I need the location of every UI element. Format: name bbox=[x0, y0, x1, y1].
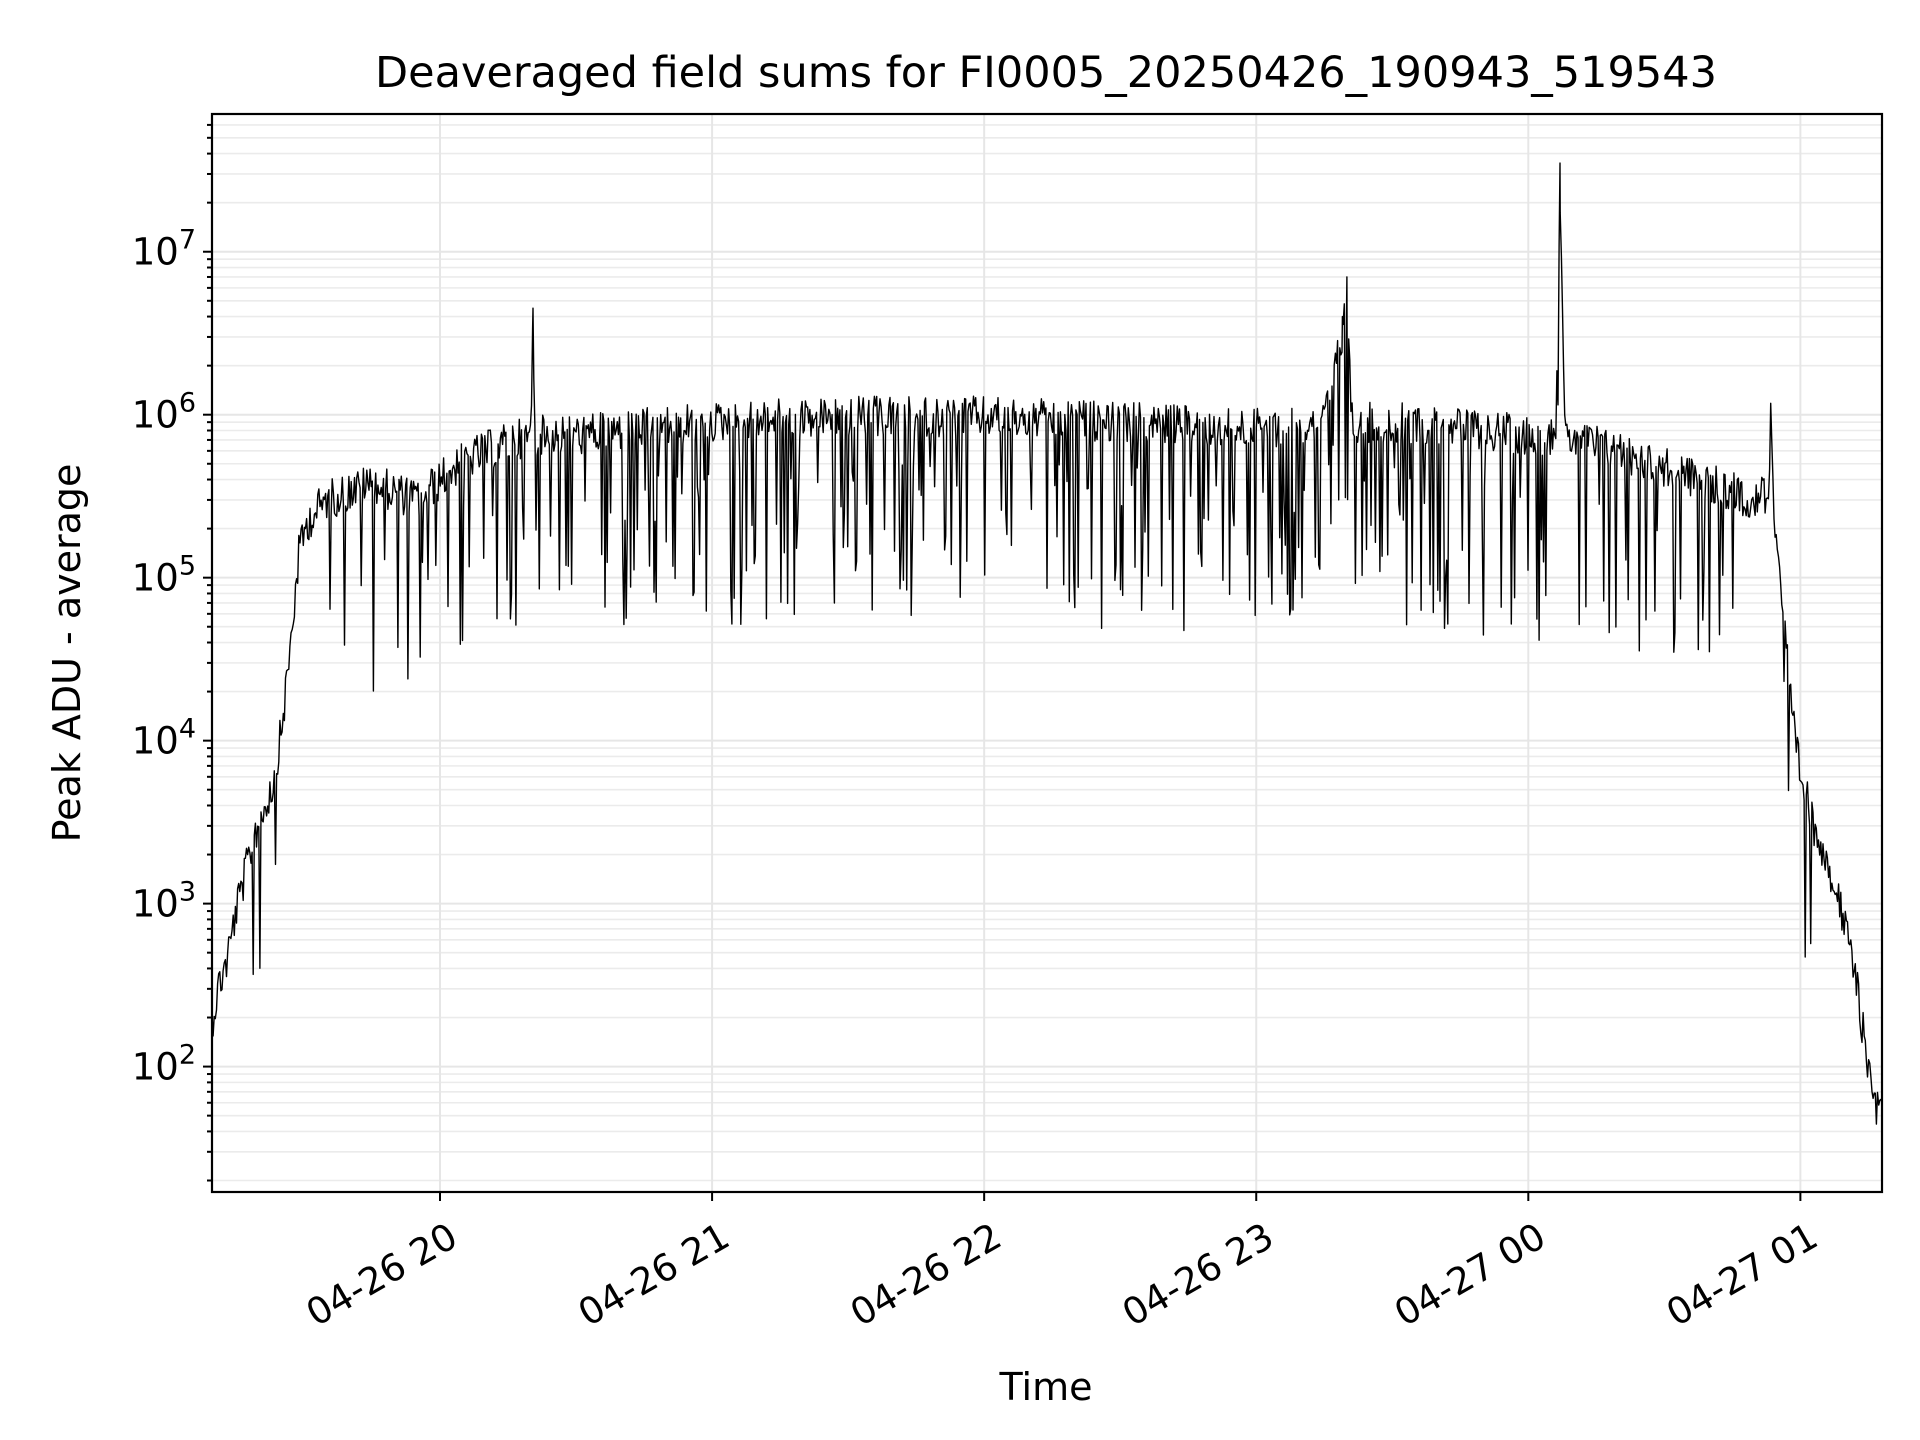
y-tick-label: 102 bbox=[132, 1040, 196, 1089]
x-tick-label: 04-26 20 bbox=[299, 1215, 465, 1335]
chart-title: Deaveraged field sums for FI0005_2025042… bbox=[375, 48, 1717, 98]
x-tick-label: 04-26 22 bbox=[843, 1215, 1009, 1335]
y-axis-label: Peak ADU - average bbox=[45, 464, 89, 843]
y-axis: 102 103 104 105 106 107 bbox=[132, 123, 212, 1182]
series-layer bbox=[211, 162, 1883, 1125]
grid bbox=[212, 114, 1882, 1192]
plot-frame bbox=[210, 112, 1884, 1194]
y-tick-label: 104 bbox=[132, 714, 196, 763]
series-line bbox=[211, 162, 1883, 1125]
x-axis-label: Time bbox=[999, 1365, 1093, 1409]
x-tick-label: 04-27 01 bbox=[1659, 1215, 1825, 1335]
x-tick-label: 04-26 21 bbox=[571, 1215, 737, 1335]
x-axis: 04-26 20 04-26 21 04-26 22 04-26 23 04-27 00… bbox=[299, 1192, 1825, 1335]
y-tick-label: 105 bbox=[132, 551, 196, 600]
x-tick-label: 04-27 00 bbox=[1387, 1215, 1553, 1335]
y-tick-label: 106 bbox=[132, 388, 196, 437]
y-tick-label: 103 bbox=[132, 877, 196, 926]
x-tick-label: 04-26 23 bbox=[1115, 1215, 1281, 1335]
y-tick-label: 107 bbox=[132, 225, 196, 274]
